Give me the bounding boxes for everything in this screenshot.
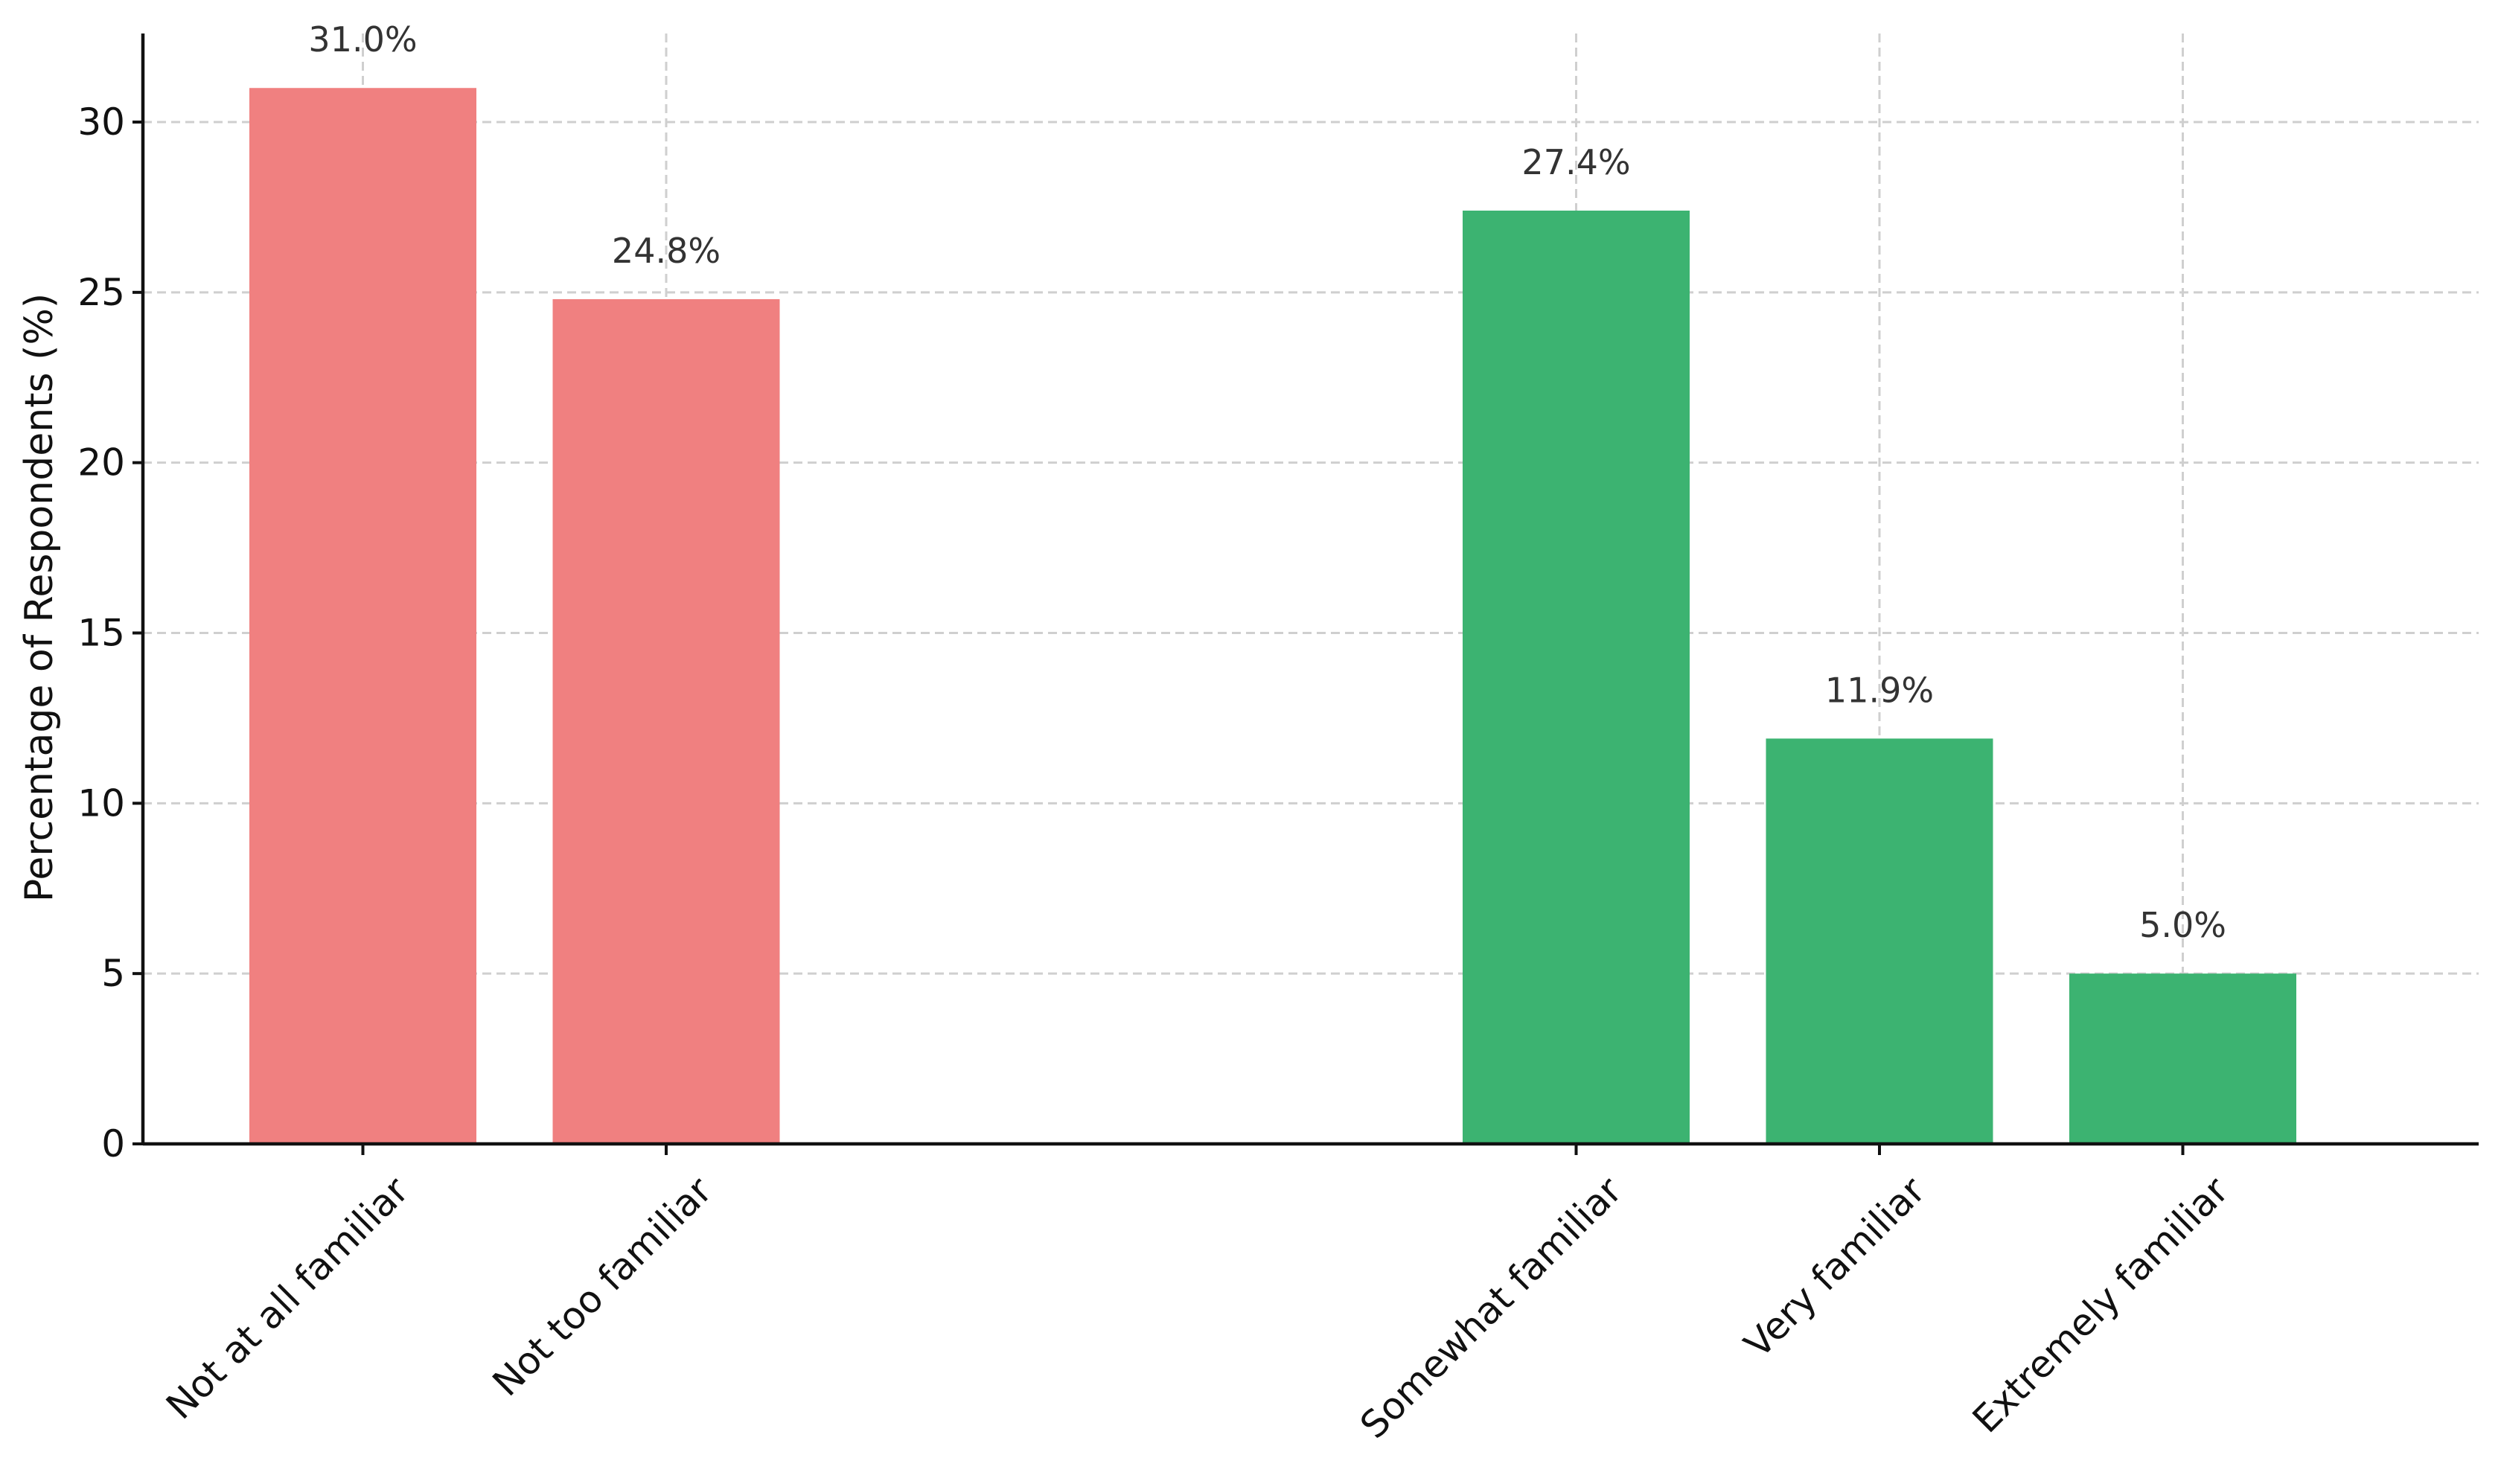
data-label: 5.0% bbox=[2139, 905, 2226, 945]
y-tick-label: 0 bbox=[101, 1122, 125, 1165]
y-axis-title: Percentage of Respondents (%) bbox=[17, 293, 62, 902]
data-label: 24.8% bbox=[612, 231, 721, 271]
bars bbox=[249, 88, 2296, 1145]
x-tick-label: Not too familiar bbox=[485, 1168, 721, 1404]
x-tick-label: Extremely familiar bbox=[1964, 1168, 2237, 1441]
grid-lines bbox=[143, 33, 2479, 1144]
y-tick-label: 5 bbox=[101, 952, 125, 995]
x-tick-label: Very familiar bbox=[1736, 1168, 1933, 1366]
bar bbox=[552, 298, 780, 1145]
data-label: 27.4% bbox=[1521, 142, 1630, 182]
bar bbox=[1463, 210, 1690, 1144]
y-tick-label: 20 bbox=[77, 441, 125, 484]
y-tick-label: 15 bbox=[77, 611, 125, 654]
bar bbox=[1766, 738, 1993, 1144]
axes bbox=[141, 33, 2479, 1146]
y-tick-label: 10 bbox=[77, 781, 125, 825]
bar bbox=[2069, 973, 2296, 1144]
x-tick-label: Somewhat familiar bbox=[1352, 1168, 1630, 1447]
data-labels: 31.0% 24.8% 27.4% 11.9% 5.0% bbox=[308, 19, 2226, 945]
y-tick-label: 25 bbox=[77, 271, 125, 314]
data-label: 11.9% bbox=[1825, 670, 1934, 710]
y-tick-label: 30 bbox=[77, 100, 125, 144]
data-label: 31.0% bbox=[308, 19, 417, 60]
bar bbox=[249, 88, 476, 1144]
x-tick-label: Not at all familiar bbox=[158, 1168, 417, 1427]
